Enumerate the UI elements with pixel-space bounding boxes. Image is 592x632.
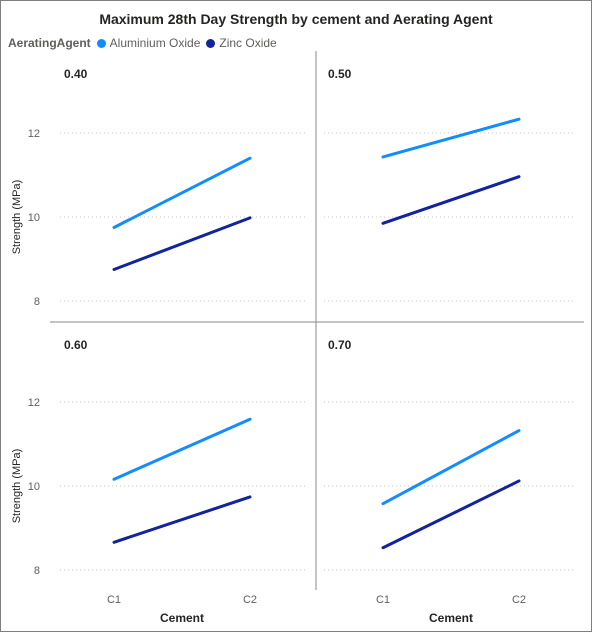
series-line-zinc-oxide-panel-0-40 [112,216,252,271]
legend-marker-zinc-oxide [206,38,216,48]
series-line-aluminium-oxide-panel-0-70 [381,429,521,506]
y-tick-label-12-panel-0-40: 12 [28,128,40,140]
x-axis-title-panel-0-70: Cement [429,611,473,625]
y-tick-label-8-panel-0-40: 8 [34,296,40,308]
series-line-zinc-oxide-panel-0-50 [381,175,521,225]
series-line-zinc-oxide-panel-0-60 [112,495,252,544]
legend-title: AeratingAgent [8,36,91,50]
x-tick-label-c1-panel-0-70: C1 [376,594,390,606]
chart-title: Maximum 28th Day Strength by cement and … [99,11,493,27]
panel-label-0-50: 0.50 [328,67,352,81]
legend: AeratingAgent Aluminium Oxide Zinc Oxide [8,35,283,51]
y-tick-label-8-panel-0-60: 8 [34,565,40,577]
panel-label-0-70: 0.70 [328,338,352,352]
y-axis-title-panel-0-60: Strength (MPa) [11,449,23,524]
y-tick-label-10-panel-0-40: 10 [28,212,40,224]
series-line-aluminium-oxide-panel-0-40 [112,156,252,229]
panel-label-0-60: 0.60 [64,338,88,352]
x-tick-label-c2-panel-0-70: C2 [512,594,526,606]
y-axis-title-panel-0-40: Strength (MPa) [11,180,23,255]
legend-label-aluminium-oxide: Aluminium Oxide [109,36,201,50]
series-line-aluminium-oxide-panel-0-50 [381,117,521,159]
series-line-zinc-oxide-panel-0-70 [381,479,521,550]
legend-marker-aluminium-oxide [96,38,106,48]
legend-item-aluminium-oxide[interactable]: Aluminium Oxide [96,36,201,50]
panel-label-0-40: 0.40 [64,67,88,81]
y-tick-label-12-panel-0-60: 12 [28,397,40,409]
x-axis-title-panel-0-60: Cement [160,611,204,625]
x-tick-label-c1-panel-0-60: C1 [107,594,121,606]
y-tick-label-10-panel-0-60: 10 [28,481,40,493]
legend-item-zinc-oxide[interactable]: Zinc Oxide [206,36,277,50]
legend-label-zinc-oxide: Zinc Oxide [219,36,277,50]
x-tick-label-c2-panel-0-60: C2 [243,594,257,606]
series-line-aluminium-oxide-panel-0-60 [112,417,252,481]
